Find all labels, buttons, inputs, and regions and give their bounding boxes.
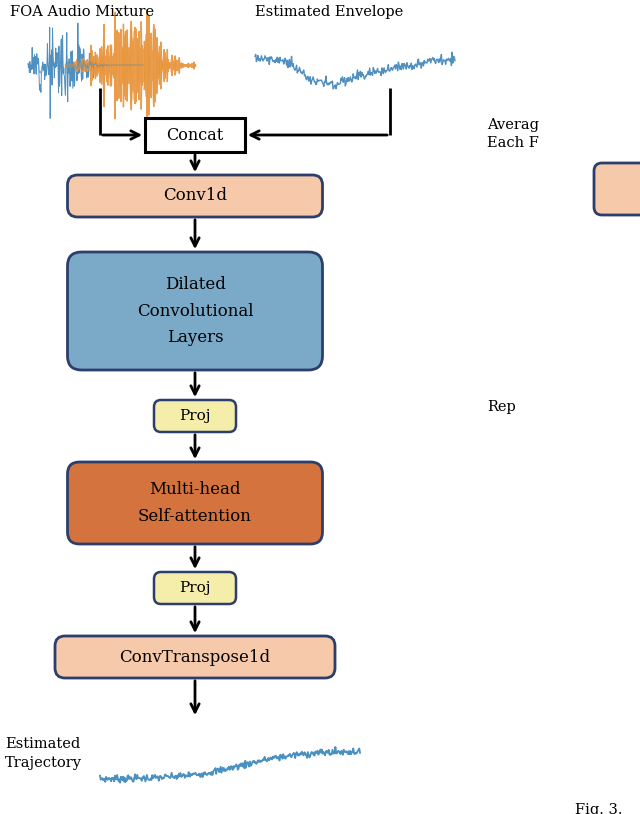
Text: Concat: Concat bbox=[166, 126, 223, 143]
Text: Dilated
Convolutional
Layers: Dilated Convolutional Layers bbox=[137, 277, 253, 346]
Text: Fig. 3.: Fig. 3. bbox=[575, 803, 623, 814]
FancyBboxPatch shape bbox=[145, 118, 245, 152]
FancyBboxPatch shape bbox=[67, 175, 323, 217]
FancyBboxPatch shape bbox=[67, 462, 323, 544]
Text: Multi-head
Self-attention: Multi-head Self-attention bbox=[138, 481, 252, 524]
FancyBboxPatch shape bbox=[55, 636, 335, 678]
Text: Estimated Envelope: Estimated Envelope bbox=[255, 5, 403, 19]
Text: Each F: Each F bbox=[487, 136, 539, 150]
FancyBboxPatch shape bbox=[67, 252, 323, 370]
Text: Averag: Averag bbox=[487, 118, 539, 132]
Text: Proj: Proj bbox=[179, 409, 211, 423]
Text: Rep: Rep bbox=[487, 400, 516, 414]
FancyBboxPatch shape bbox=[594, 163, 640, 215]
Text: ConvTranspose1d: ConvTranspose1d bbox=[120, 649, 271, 666]
FancyBboxPatch shape bbox=[154, 572, 236, 604]
Text: Proj: Proj bbox=[179, 581, 211, 595]
Text: Conv1d: Conv1d bbox=[163, 187, 227, 204]
FancyBboxPatch shape bbox=[154, 400, 236, 432]
Text: FOA Audio Mixture: FOA Audio Mixture bbox=[10, 5, 154, 19]
Text: Estimated
Trajectory: Estimated Trajectory bbox=[5, 737, 82, 771]
